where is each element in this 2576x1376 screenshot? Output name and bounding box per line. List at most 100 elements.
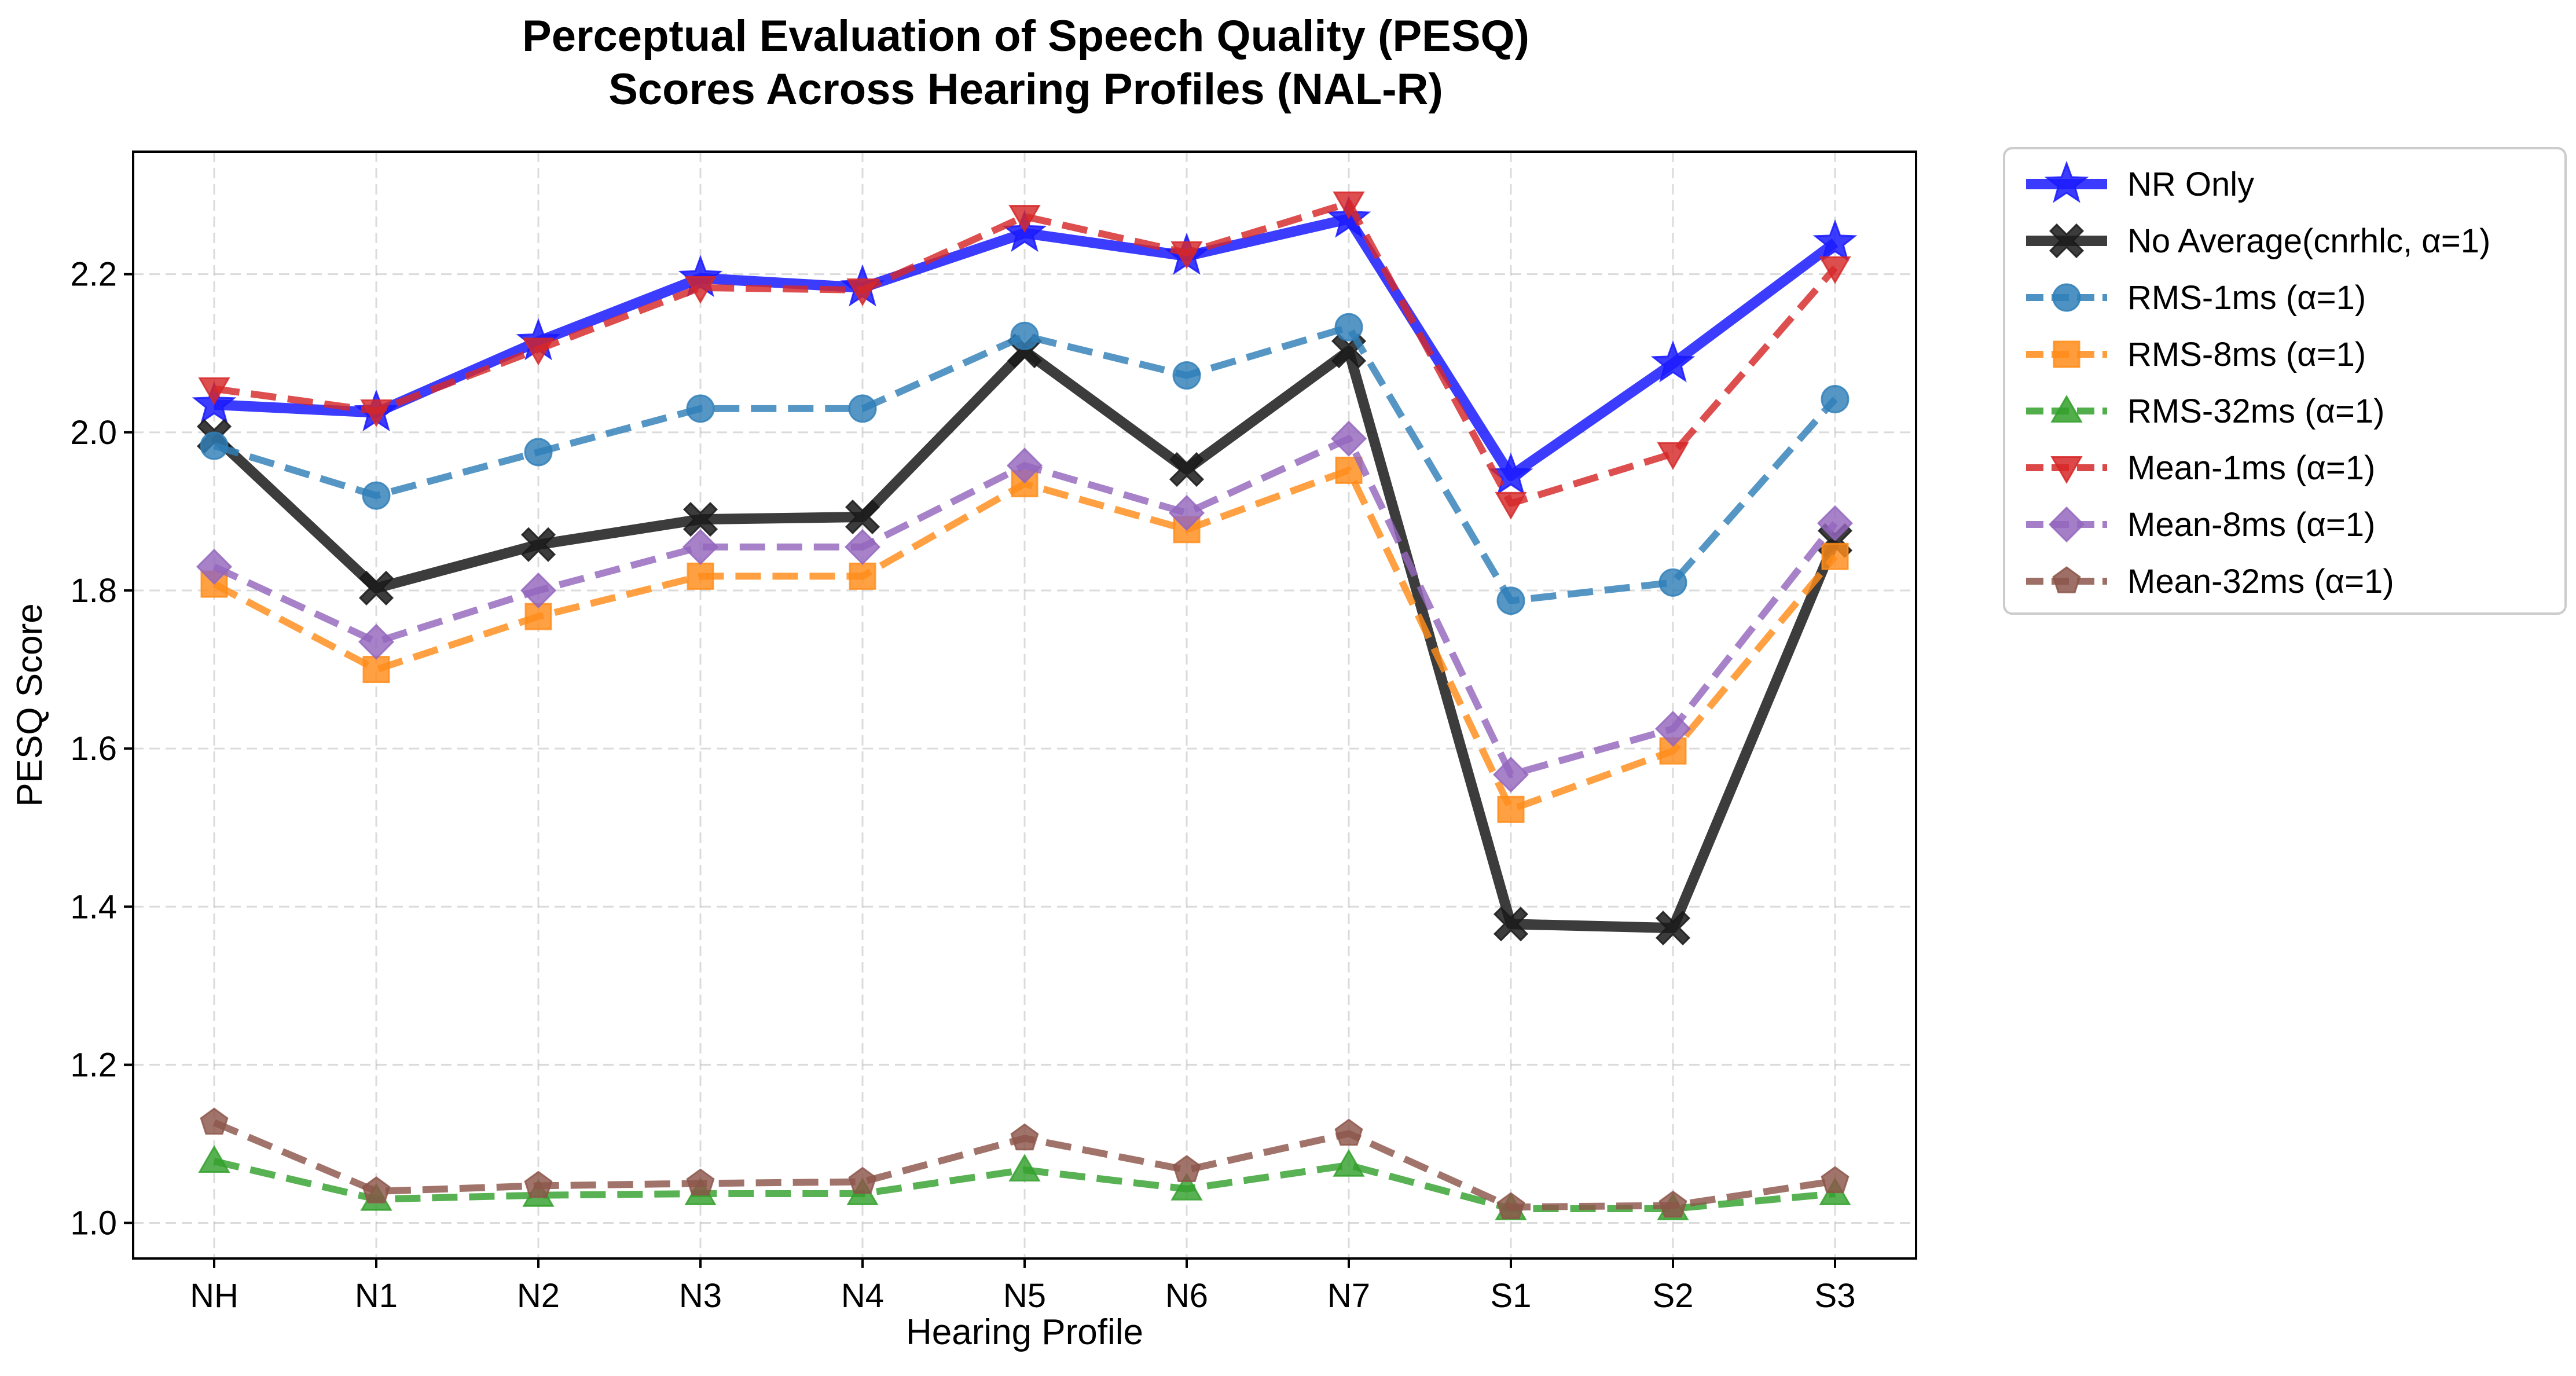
legend-marker bbox=[2052, 283, 2081, 312]
data-point bbox=[1821, 542, 1849, 570]
data-point bbox=[1168, 494, 1205, 531]
series-layer bbox=[192, 191, 1858, 1220]
x-tick-label: N7 bbox=[1327, 1277, 1370, 1315]
legend-marker bbox=[2044, 160, 2089, 203]
series-mean-1ms-1 bbox=[198, 191, 1851, 520]
data-point bbox=[687, 562, 714, 590]
data-point bbox=[522, 337, 555, 366]
data-point bbox=[1008, 205, 1041, 233]
data-point bbox=[849, 562, 876, 590]
y-tick-label: 2.2 bbox=[70, 256, 117, 293]
data-point bbox=[1821, 1166, 1850, 1194]
x-tick-label: S1 bbox=[1491, 1277, 1532, 1315]
legend-marker bbox=[2052, 566, 2081, 593]
data-point bbox=[196, 548, 233, 585]
data-point bbox=[198, 1144, 230, 1173]
data-point bbox=[358, 570, 394, 606]
legend-item: Mean-8ms (α=1) bbox=[2026, 506, 2375, 544]
series-mean-8ms-1 bbox=[196, 420, 1854, 793]
y-tick-label: 1.2 bbox=[70, 1046, 117, 1084]
data-point bbox=[1817, 505, 1854, 542]
data-point bbox=[1333, 191, 1365, 219]
data-point bbox=[1334, 313, 1363, 342]
data-point bbox=[520, 572, 557, 609]
data-point bbox=[1819, 256, 1851, 284]
data-point bbox=[684, 276, 717, 304]
x-tick-label: S2 bbox=[1653, 1277, 1694, 1315]
legend: NR Only No Average(cnrhlc, α=1) RMS-1ms (α… bbox=[2003, 147, 2567, 615]
data-point bbox=[1172, 361, 1201, 390]
data-point bbox=[524, 438, 553, 467]
data-point bbox=[1821, 384, 1850, 413]
data-point bbox=[848, 394, 877, 423]
x-axis-label: Hearing Profile bbox=[906, 1312, 1143, 1352]
legend-label: Mean-32ms (α=1) bbox=[2127, 563, 2394, 600]
series-line bbox=[213, 324, 1838, 604]
data-point bbox=[358, 623, 395, 660]
legend-item: Mean-32ms (α=1) bbox=[2026, 563, 2394, 600]
data-point bbox=[1496, 1192, 1525, 1220]
data-point bbox=[1496, 586, 1525, 615]
data-point bbox=[682, 529, 719, 566]
data-point bbox=[1655, 910, 1691, 946]
data-point bbox=[1170, 1172, 1203, 1201]
legend-marker bbox=[2049, 223, 2085, 259]
x-tick-label: N6 bbox=[1165, 1277, 1208, 1315]
legend-item: RMS-1ms (α=1) bbox=[2026, 279, 2366, 317]
data-point bbox=[1495, 491, 1527, 520]
x-tick-label: NH bbox=[190, 1277, 238, 1315]
y-tick-label: 2.0 bbox=[70, 414, 117, 452]
data-point bbox=[362, 481, 391, 510]
data-point bbox=[682, 501, 718, 537]
data-point bbox=[848, 1166, 877, 1194]
data-point bbox=[524, 603, 552, 630]
series-rms-1ms-1 bbox=[200, 313, 1850, 615]
y-tick-label: 1.6 bbox=[70, 730, 117, 768]
data-point bbox=[1006, 447, 1043, 484]
data-point bbox=[1654, 710, 1691, 747]
legend-label: No Average(cnrhlc, α=1) bbox=[2127, 222, 2490, 260]
data-point bbox=[1172, 1155, 1201, 1182]
legend-item: No Average(cnrhlc, α=1) bbox=[2026, 222, 2490, 260]
data-point bbox=[198, 377, 230, 405]
legend-label: RMS-1ms (α=1) bbox=[2127, 279, 2366, 317]
legend-item: RMS-32ms (α=1) bbox=[2026, 392, 2384, 430]
legend-label: RMS-32ms (α=1) bbox=[2127, 392, 2384, 430]
data-point bbox=[1008, 1153, 1041, 1181]
legend-label: NR Only bbox=[2127, 166, 2254, 203]
data-point bbox=[360, 399, 392, 428]
data-point bbox=[1330, 420, 1367, 457]
y-tick-label: 1.8 bbox=[70, 572, 117, 610]
x-tick-label: N2 bbox=[517, 1277, 560, 1315]
data-point bbox=[1658, 568, 1687, 597]
data-point bbox=[1493, 907, 1529, 942]
y-tick-label: 1.0 bbox=[70, 1205, 117, 1242]
legend-marker bbox=[2050, 394, 2083, 423]
data-point bbox=[1010, 1123, 1039, 1151]
y-tick-label: 1.4 bbox=[70, 888, 117, 926]
data-point bbox=[1650, 340, 1696, 383]
data-point bbox=[1334, 1118, 1363, 1146]
legend-box bbox=[2003, 147, 2567, 615]
data-point bbox=[362, 1176, 391, 1203]
legend-item: NR Only bbox=[2026, 160, 2254, 203]
data-point bbox=[686, 394, 715, 423]
data-point bbox=[1497, 795, 1525, 823]
x-tick-label: N4 bbox=[841, 1277, 884, 1315]
legend-label: Mean-1ms (α=1) bbox=[2127, 449, 2375, 487]
legend-marker bbox=[2053, 340, 2080, 368]
series-mean-32ms-1 bbox=[200, 1107, 1850, 1220]
legend-items: NR Only No Average(cnrhlc, α=1) RMS-1ms (α… bbox=[2026, 160, 2490, 600]
data-point bbox=[524, 1170, 553, 1198]
legend-label: Mean-8ms (α=1) bbox=[2127, 506, 2375, 544]
data-point bbox=[1657, 442, 1689, 470]
legend-marker bbox=[2048, 506, 2085, 543]
x-tick-label: S3 bbox=[1815, 1277, 1856, 1315]
legend-label: RMS-8ms (α=1) bbox=[2127, 336, 2366, 373]
chart-title-line-1: Perceptual Evaluation of Speech Quality … bbox=[522, 12, 1529, 61]
chart-title-line-2: Scores Across Hearing Profiles (NAL-R) bbox=[608, 65, 1443, 114]
data-point bbox=[844, 529, 881, 566]
data-point bbox=[200, 1107, 229, 1135]
